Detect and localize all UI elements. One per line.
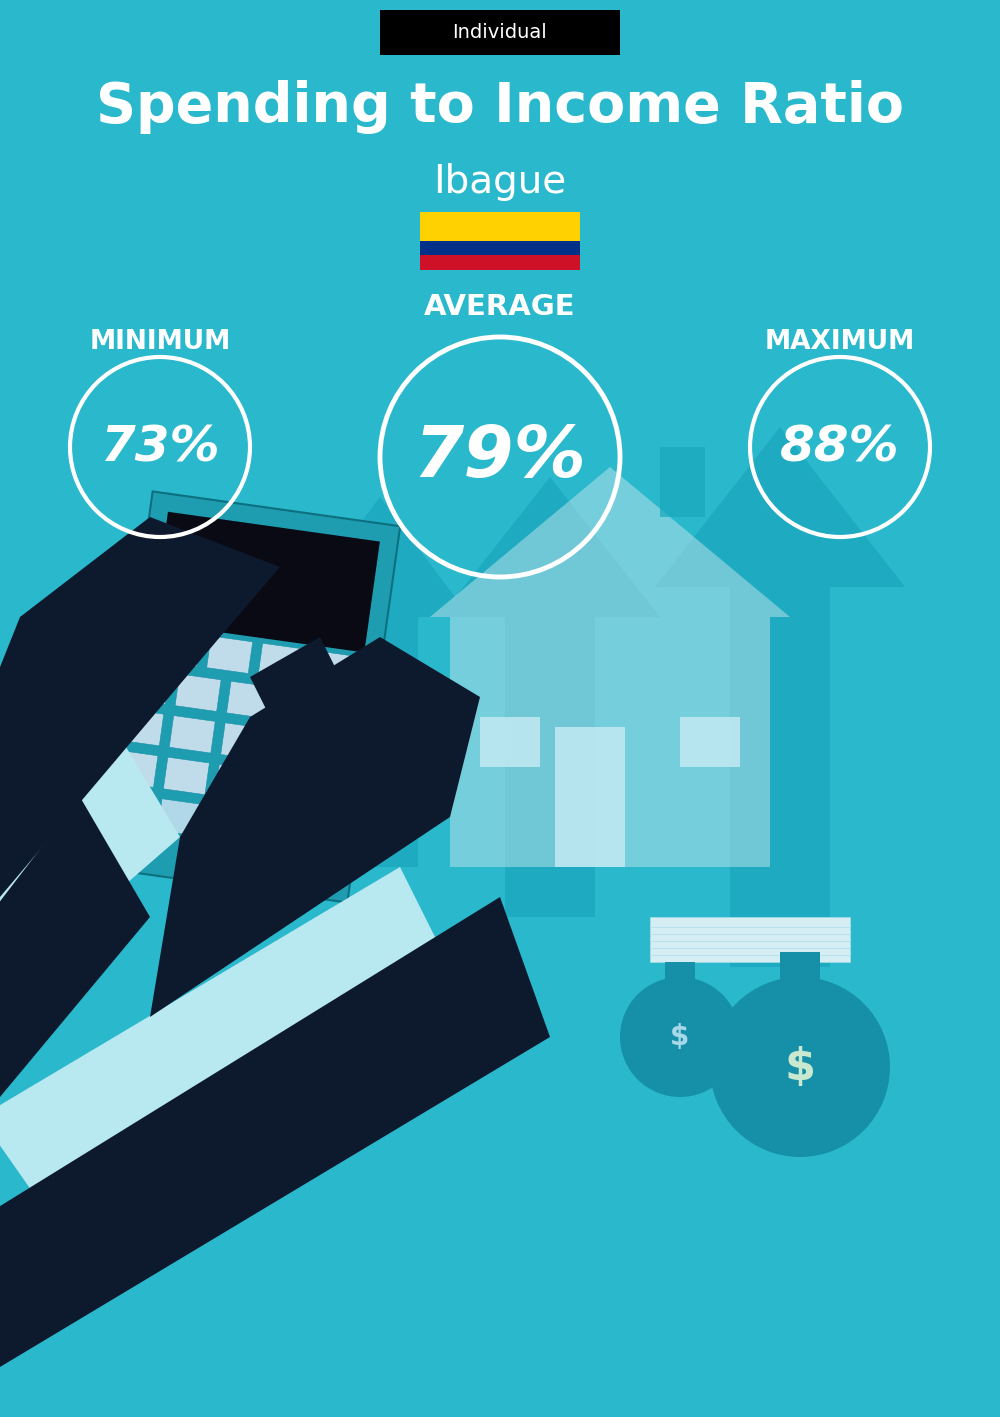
Polygon shape (430, 468, 790, 616)
Bar (650, 924, 850, 934)
Polygon shape (207, 636, 253, 673)
Bar (660, 446, 705, 517)
Text: Ibague: Ibague (433, 163, 567, 201)
FancyBboxPatch shape (380, 10, 620, 54)
Polygon shape (258, 643, 304, 680)
Bar (342, 616, 418, 867)
Bar (420, 255, 580, 271)
Bar (650, 917, 850, 927)
Polygon shape (655, 427, 905, 587)
Polygon shape (150, 638, 480, 1017)
Polygon shape (155, 629, 201, 666)
Text: Individual: Individual (453, 23, 547, 41)
Bar (730, 587, 830, 966)
Bar (650, 952, 850, 962)
Polygon shape (215, 764, 261, 802)
Polygon shape (272, 730, 318, 768)
Polygon shape (261, 813, 307, 850)
Polygon shape (440, 478, 660, 616)
Text: $: $ (670, 1023, 690, 1051)
Polygon shape (278, 689, 324, 726)
Polygon shape (0, 867, 450, 1217)
Polygon shape (0, 737, 180, 1037)
Polygon shape (0, 517, 280, 897)
Polygon shape (175, 674, 221, 711)
Bar (480, 717, 540, 767)
Text: AVERAGE: AVERAGE (424, 293, 576, 322)
Polygon shape (221, 723, 267, 761)
Text: MAXIMUM: MAXIMUM (765, 329, 915, 356)
Text: Spending to Income Ratio: Spending to Income Ratio (96, 79, 904, 135)
Text: 73%: 73% (100, 424, 220, 470)
Polygon shape (112, 750, 158, 788)
Polygon shape (227, 682, 273, 718)
Bar (420, 213, 580, 241)
Text: 79%: 79% (414, 422, 586, 492)
Polygon shape (324, 737, 370, 775)
Polygon shape (318, 779, 364, 816)
Bar (650, 931, 850, 941)
Polygon shape (209, 806, 255, 843)
Circle shape (710, 976, 890, 1158)
Bar (780, 952, 820, 982)
Bar (650, 938, 850, 948)
Polygon shape (290, 497, 470, 616)
Polygon shape (152, 512, 380, 652)
Polygon shape (163, 757, 209, 795)
Polygon shape (158, 799, 204, 836)
Polygon shape (118, 708, 164, 745)
Bar (680, 717, 740, 767)
Polygon shape (100, 492, 400, 903)
Polygon shape (266, 772, 312, 809)
Text: MINIMUM: MINIMUM (89, 329, 231, 356)
Text: 88%: 88% (780, 424, 900, 470)
Polygon shape (312, 820, 358, 857)
Bar (555, 727, 625, 867)
Bar (665, 962, 695, 982)
Polygon shape (250, 638, 350, 737)
Text: $: $ (784, 1046, 816, 1088)
Polygon shape (106, 792, 152, 829)
Polygon shape (330, 696, 376, 733)
Polygon shape (0, 897, 550, 1367)
Bar (450, 616, 770, 867)
Polygon shape (124, 667, 170, 704)
Polygon shape (169, 716, 215, 752)
Bar (420, 241, 580, 255)
Bar (505, 616, 595, 917)
Polygon shape (0, 796, 150, 1217)
Polygon shape (310, 650, 356, 689)
Bar (650, 945, 850, 955)
Circle shape (620, 976, 740, 1097)
